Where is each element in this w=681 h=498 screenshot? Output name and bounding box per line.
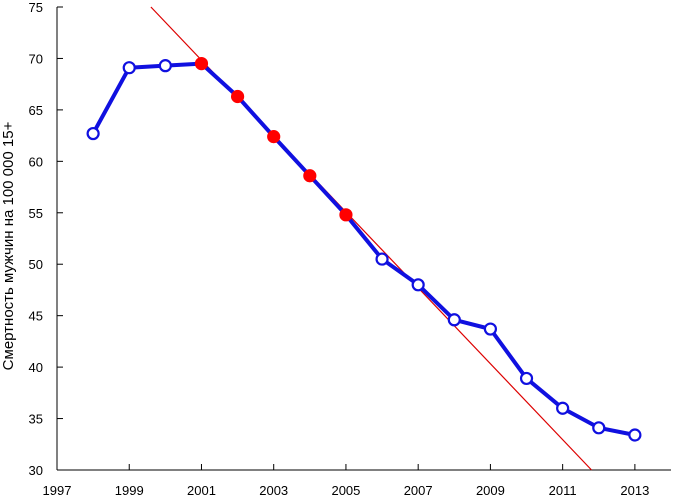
plot-area [86, 6, 642, 471]
y-tick-label: 30 [29, 463, 43, 478]
chart-axes [56, 7, 671, 471]
data-point [592, 421, 606, 435]
x-tick-label: 2001 [187, 483, 216, 498]
x-tick-label: 2005 [331, 483, 360, 498]
y-axis-title: Смертность мужчин на 100 000 15+ [0, 121, 17, 370]
y-tick-label: 35 [29, 412, 43, 427]
x-axis-ticks: 1997 1999 2001 2003 2005 2007 2009 2011 2013 [43, 464, 649, 498]
highlighted-data-point [230, 89, 245, 104]
x-tick-label: 1999 [115, 483, 144, 498]
y-tick-label: 40 [29, 360, 43, 375]
data-point [628, 428, 642, 442]
y-tick-label: 70 [29, 51, 43, 66]
series-line [91, 61, 636, 437]
x-tick-label: 2003 [259, 483, 288, 498]
data-point [447, 313, 461, 327]
data-point [519, 371, 534, 386]
data-point [158, 59, 172, 73]
x-tick-label: 2009 [476, 483, 505, 498]
data-point [86, 126, 100, 141]
y-tick-label: 75 [29, 0, 43, 15]
y-tick-label: 50 [29, 257, 43, 272]
data-point [556, 401, 570, 415]
data-point [122, 61, 136, 75]
y-tick-label: 55 [29, 206, 43, 221]
y-tick-label: 65 [29, 103, 43, 118]
x-tick-label: 2007 [404, 483, 433, 498]
x-tick-label: 2011 [549, 483, 577, 498]
y-tick-label: 45 [29, 309, 43, 324]
x-tick-label: 2013 [620, 483, 649, 498]
highlighted-data-point [303, 169, 317, 183]
data-point [483, 322, 498, 336]
data-point [411, 278, 425, 292]
highlighted-data-point [194, 56, 209, 71]
highlighted-data-point [339, 208, 353, 222]
data-point [375, 252, 389, 266]
y-axis-ticks: 30 35 40 45 50 55 60 65 70 75 [29, 0, 63, 478]
x-tick-label: 1997 [43, 483, 72, 498]
y-tick-label: 60 [29, 154, 43, 169]
highlighted-data-point [267, 130, 281, 144]
